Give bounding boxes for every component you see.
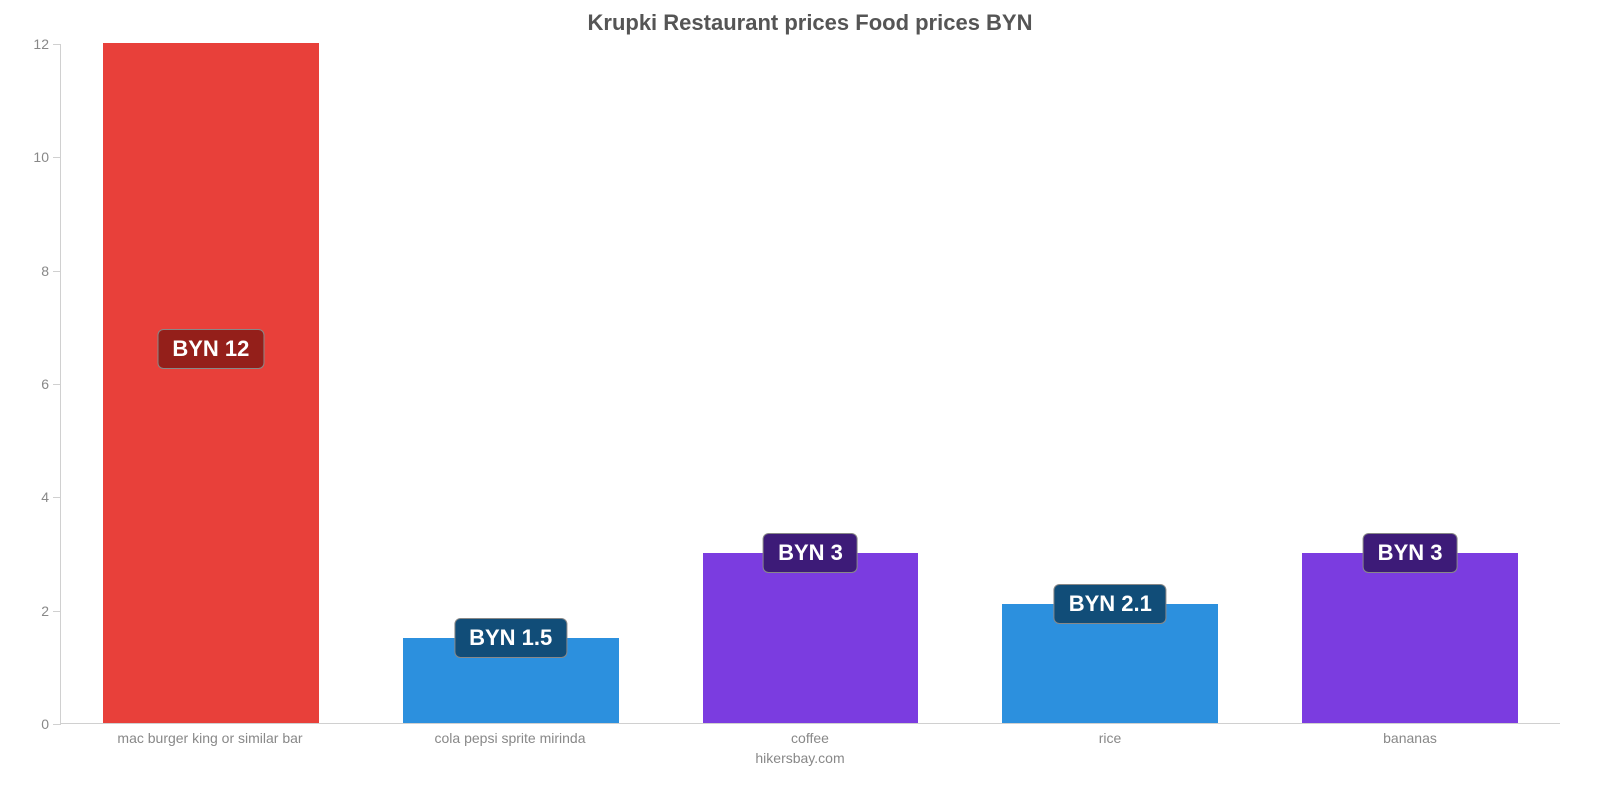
y-tick — [53, 611, 61, 612]
x-axis-labels: mac burger king or similar barcola pepsi… — [60, 724, 1560, 746]
chart-title: Krupki Restaurant prices Food prices BYN — [60, 10, 1560, 36]
bar-value-badge: BYN 2.1 — [1054, 584, 1167, 624]
x-axis-label: cola pepsi sprite mirinda — [360, 724, 660, 746]
y-tick-label: 6 — [41, 376, 49, 392]
bar-value-badge: BYN 3 — [1363, 533, 1458, 573]
plot-region: 024681012 BYN 12BYN 1.5BYN 3BYN 2.1BYN 3 — [60, 44, 1560, 724]
y-tick-label: 8 — [41, 263, 49, 279]
y-tick — [53, 384, 61, 385]
y-tick — [53, 271, 61, 272]
y-tick-label: 10 — [33, 149, 49, 165]
bar-slot: BYN 2.1 — [960, 44, 1260, 723]
y-tick — [53, 44, 61, 45]
y-tick-label: 12 — [33, 36, 49, 52]
bar: BYN 12 — [103, 43, 319, 723]
bar-slot: BYN 3 — [661, 44, 961, 723]
price-bar-chart: Krupki Restaurant prices Food prices BYN… — [0, 0, 1600, 800]
bars-row: BYN 12 BYN 1.5 BYN 3 BYN 2.1 BYN 3 — [61, 44, 1560, 723]
bar: BYN 3 — [1302, 553, 1518, 723]
x-axis-label: bananas — [1260, 724, 1560, 746]
bar-value-badge: BYN 12 — [157, 329, 264, 369]
bar-value-badge: BYN 1.5 — [454, 618, 567, 658]
y-tick-label: 0 — [41, 716, 49, 732]
y-tick — [53, 157, 61, 158]
x-axis-label: rice — [960, 724, 1260, 746]
bar: BYN 2.1 — [1002, 604, 1218, 723]
x-axis-label: coffee — [660, 724, 960, 746]
bar-slot: BYN 12 — [61, 44, 361, 723]
bar: BYN 1.5 — [403, 638, 619, 723]
bar-slot: BYN 1.5 — [361, 44, 661, 723]
y-tick — [53, 497, 61, 498]
y-tick-label: 2 — [41, 603, 49, 619]
chart-credits: hikersbay.com — [0, 750, 1600, 766]
bar-slot: BYN 3 — [1260, 44, 1560, 723]
x-axis-label: mac burger king or similar bar — [60, 724, 360, 746]
y-tick-label: 4 — [41, 489, 49, 505]
bar-value-badge: BYN 3 — [763, 533, 858, 573]
bar: BYN 3 — [703, 553, 919, 723]
